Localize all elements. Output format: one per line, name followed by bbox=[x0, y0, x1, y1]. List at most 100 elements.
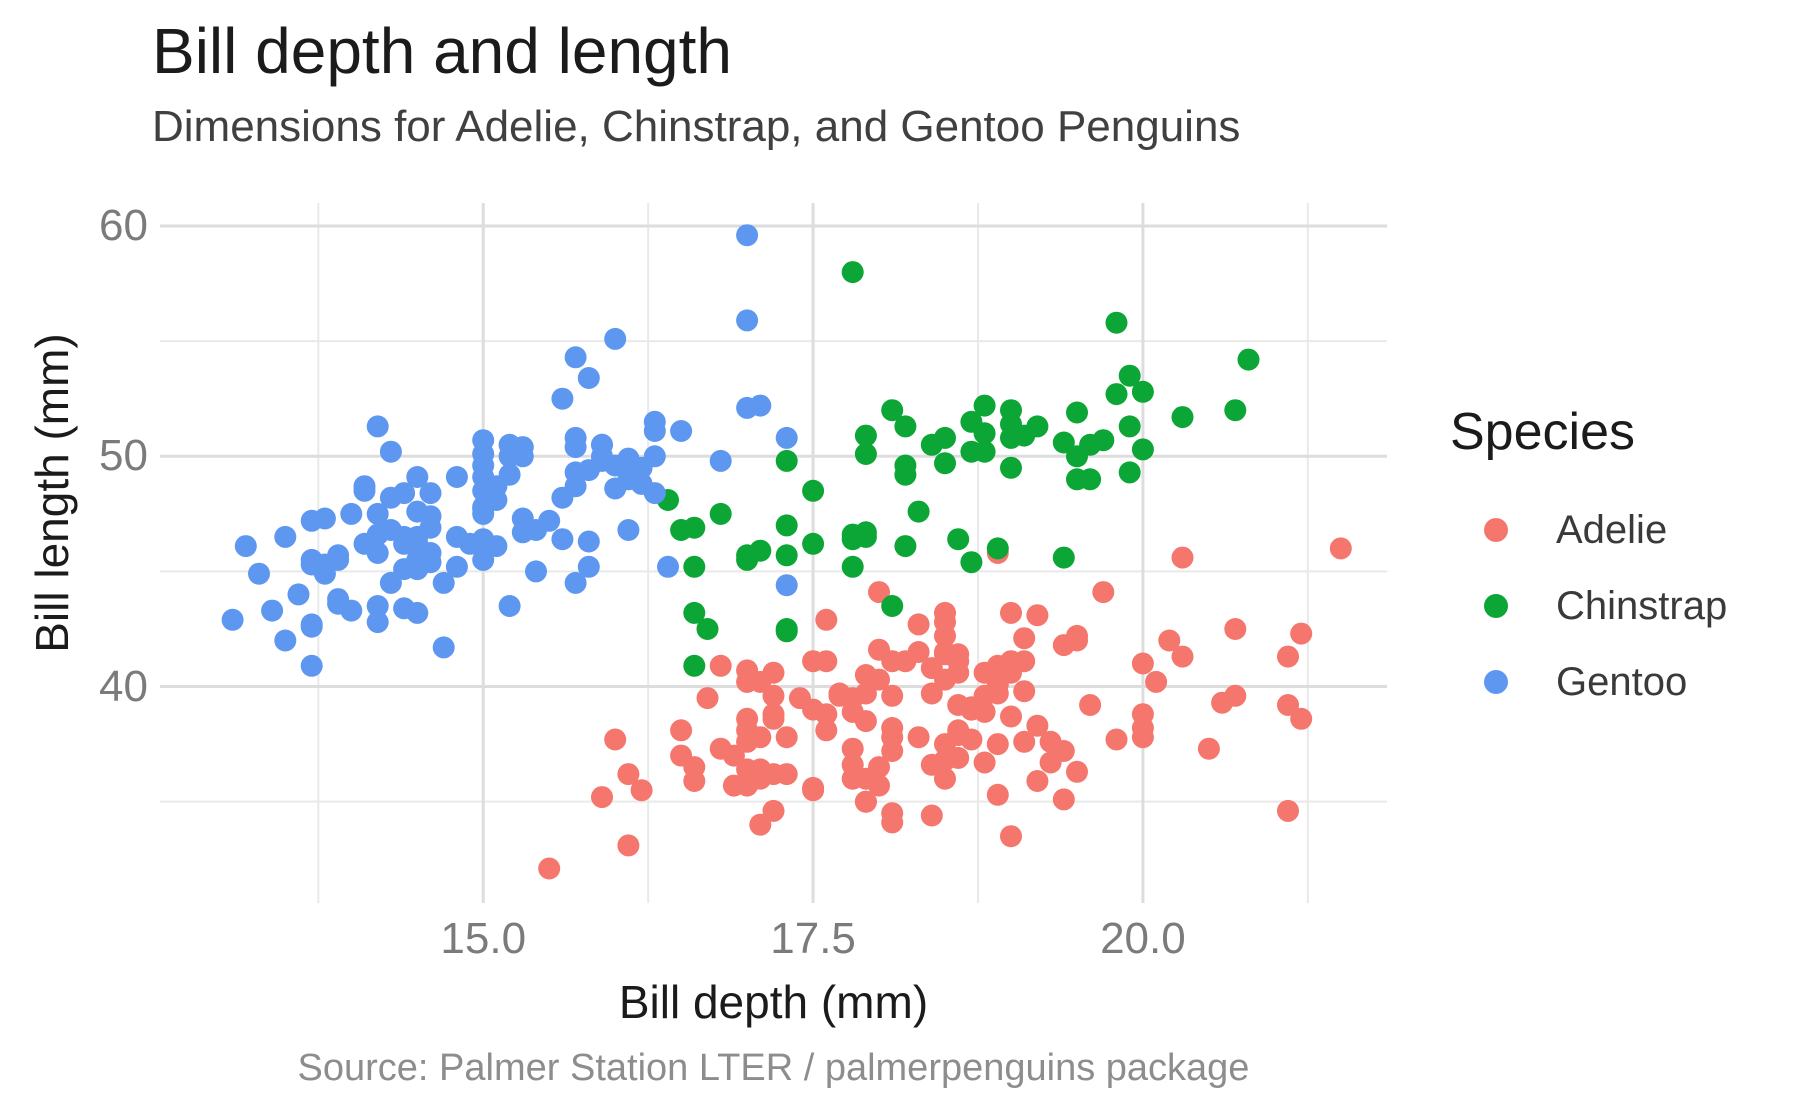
data-point-gentoo bbox=[419, 516, 442, 539]
data-point-gentoo bbox=[472, 528, 495, 551]
data-point-adelie bbox=[868, 774, 890, 797]
data-point-gentoo bbox=[617, 519, 640, 541]
data-point-adelie bbox=[1171, 546, 1194, 569]
data-point-adelie bbox=[1013, 627, 1036, 650]
data-point-chinstrap bbox=[1171, 406, 1194, 429]
data-point-adelie bbox=[1066, 760, 1088, 783]
data-point-gentoo bbox=[657, 555, 679, 578]
data-point-gentoo bbox=[525, 560, 547, 583]
data-point-adelie bbox=[1329, 537, 1352, 560]
data-point-gentoo bbox=[775, 574, 798, 597]
data-point-chinstrap bbox=[1052, 546, 1075, 569]
data-point-adelie bbox=[907, 613, 930, 636]
legend-label-adelie: Adelie bbox=[1556, 507, 1668, 552]
data-point-adelie bbox=[762, 799, 785, 822]
data-point-chinstrap bbox=[1000, 426, 1022, 449]
data-point-gentoo bbox=[630, 472, 653, 495]
data-point-gentoo bbox=[551, 486, 574, 509]
data-point-adelie bbox=[828, 682, 851, 705]
data-point-adelie bbox=[986, 783, 1009, 806]
data-point-adelie bbox=[683, 770, 706, 792]
data-point-gentoo bbox=[577, 367, 600, 389]
data-point-gentoo bbox=[445, 525, 468, 548]
data-point-adelie bbox=[1026, 770, 1049, 792]
data-point-chinstrap bbox=[1105, 311, 1128, 334]
data-point-gentoo bbox=[261, 599, 284, 622]
data-point-adelie bbox=[1290, 622, 1313, 645]
page-subtitle: Dimensions for Adelie, Chinstrap, and Ge… bbox=[152, 102, 1241, 151]
data-point-adelie bbox=[934, 668, 956, 691]
data-point-chinstrap bbox=[775, 544, 798, 567]
data-point-adelie bbox=[1066, 624, 1088, 647]
data-point-gentoo bbox=[591, 449, 613, 472]
data-point-gentoo bbox=[432, 571, 455, 594]
data-point-adelie bbox=[617, 763, 640, 786]
legend-title: Species bbox=[1450, 403, 1635, 461]
data-point-gentoo bbox=[472, 502, 495, 525]
data-point-adelie bbox=[604, 728, 627, 751]
data-point-chinstrap bbox=[881, 399, 904, 422]
data-point-gentoo bbox=[709, 449, 732, 472]
data-point-chinstrap bbox=[683, 601, 706, 624]
data-point-chinstrap bbox=[854, 443, 877, 465]
data-point-adelie bbox=[854, 790, 877, 813]
y-tick-label: 50 bbox=[99, 431, 148, 481]
data-point-gentoo bbox=[670, 420, 693, 442]
data-point-adelie bbox=[1079, 694, 1102, 716]
data-point-adelie bbox=[841, 767, 864, 790]
data-point-chinstrap bbox=[709, 502, 732, 525]
data-point-adelie bbox=[854, 710, 877, 733]
data-point-chinstrap bbox=[841, 261, 864, 284]
data-point-adelie bbox=[1277, 799, 1299, 822]
data-point-chinstrap bbox=[1066, 401, 1088, 424]
data-point-gentoo bbox=[498, 433, 521, 456]
data-point-chinstrap bbox=[1118, 364, 1141, 387]
data-point-chinstrap bbox=[907, 500, 930, 523]
data-point-adelie bbox=[1000, 705, 1022, 728]
data-point-chinstrap bbox=[1079, 468, 1102, 491]
data-point-gentoo bbox=[406, 548, 429, 571]
data-point-gentoo bbox=[604, 477, 627, 500]
data-point-adelie bbox=[854, 664, 877, 686]
data-point-chinstrap bbox=[894, 454, 917, 477]
data-point-gentoo bbox=[248, 562, 270, 585]
data-point-gentoo bbox=[234, 535, 257, 558]
data-point-adelie bbox=[815, 719, 838, 742]
data-point-chinstrap bbox=[894, 415, 917, 438]
data-point-adelie bbox=[1131, 717, 1154, 739]
data-point-adelie bbox=[1224, 684, 1247, 707]
data-point-gentoo bbox=[736, 309, 759, 332]
data-point-chinstrap bbox=[1224, 399, 1247, 422]
data-point-gentoo bbox=[564, 436, 587, 459]
data-point-chinstrap bbox=[947, 528, 970, 551]
data-point-adelie bbox=[881, 684, 904, 707]
data-point-adelie bbox=[881, 802, 904, 825]
data-point-chinstrap bbox=[683, 654, 706, 677]
x-tick-label: 17.5 bbox=[770, 914, 856, 963]
data-point-gentoo bbox=[498, 595, 521, 617]
data-point-chinstrap bbox=[670, 519, 693, 541]
data-point-gentoo bbox=[551, 387, 574, 410]
data-point-adelie bbox=[947, 694, 970, 716]
data-point-gentoo bbox=[564, 571, 587, 594]
data-point-chinstrap bbox=[683, 555, 706, 578]
data-point-adelie bbox=[736, 707, 759, 730]
data-point-adelie bbox=[696, 687, 719, 710]
data-point-chinstrap bbox=[960, 551, 983, 574]
data-point-gentoo bbox=[472, 466, 495, 488]
data-point-adelie bbox=[854, 682, 877, 705]
data-point-chinstrap bbox=[775, 449, 798, 472]
data-point-chinstrap bbox=[1131, 438, 1154, 461]
data-point-gentoo bbox=[287, 583, 310, 606]
data-point-adelie bbox=[802, 776, 825, 799]
data-point-gentoo bbox=[366, 415, 389, 438]
data-point-adelie bbox=[841, 737, 864, 760]
data-point-adelie bbox=[709, 654, 732, 677]
data-point-adelie bbox=[934, 733, 956, 756]
data-point-gentoo bbox=[775, 426, 798, 449]
data-point-gentoo bbox=[643, 410, 666, 433]
data-point-gentoo bbox=[419, 482, 442, 505]
data-point-adelie bbox=[1277, 694, 1299, 716]
data-point-adelie bbox=[815, 608, 838, 631]
data-point-adelie bbox=[1013, 680, 1036, 703]
